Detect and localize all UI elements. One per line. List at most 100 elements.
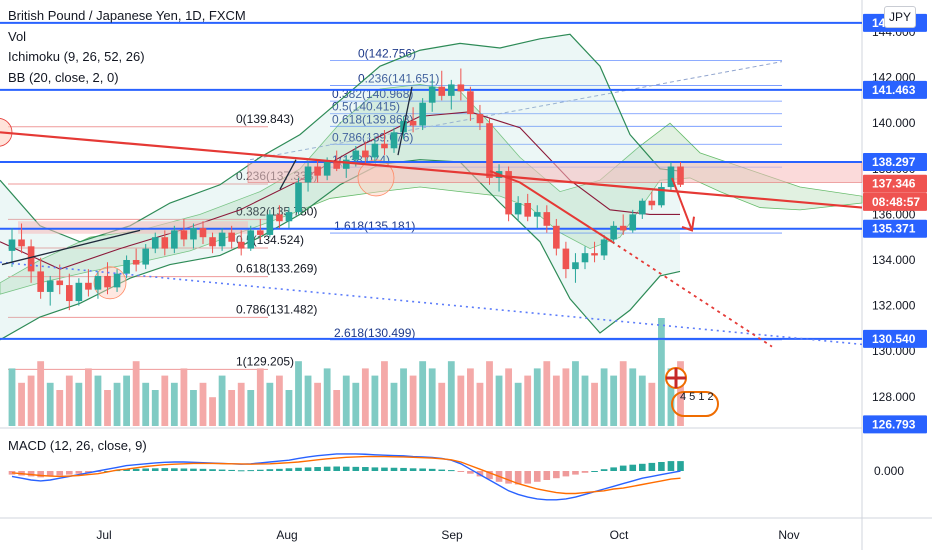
volume-bar (419, 361, 427, 426)
volume-bar (247, 390, 255, 426)
candle-body (352, 150, 360, 160)
macd-histogram-bar (438, 469, 446, 471)
volume-bar (610, 375, 618, 426)
candle-body (486, 123, 493, 178)
candle-body (85, 282, 92, 290)
volume-bar (94, 375, 102, 426)
macd-histogram-bar (352, 466, 360, 471)
trendlines[interactable] (0, 86, 863, 348)
event-count-text: 4 5 1 2 (680, 391, 714, 403)
price-label-box (863, 80, 927, 99)
candle-body (46, 280, 54, 292)
candle-body (276, 214, 283, 222)
volume-indicator-label[interactable]: Vol (8, 28, 27, 44)
arrow-head (681, 216, 695, 232)
macd-histogram-bar (581, 471, 589, 473)
candle-body (75, 282, 83, 302)
candle-body (514, 203, 522, 215)
candle-body (533, 212, 541, 217)
macd-histogram-bar (572, 471, 579, 475)
macd-histogram-bar (151, 468, 159, 471)
candle-body (658, 187, 665, 206)
volume-bar (677, 361, 684, 426)
candle-body (209, 237, 216, 247)
price-label-box (863, 192, 927, 211)
macd-indicator-label[interactable]: MACD (12, 26, close, 9) (8, 438, 147, 453)
volume-bar (151, 390, 159, 426)
candle-body (562, 248, 570, 270)
candle-body (543, 212, 551, 226)
candle-body (228, 232, 235, 242)
volume-bar (161, 375, 169, 426)
fib-ext-label: 0(142.756) (358, 46, 416, 60)
macd-histogram-bar (314, 467, 321, 471)
currency-button[interactable]: JPY (884, 6, 916, 28)
red-arrow-line (489, 170, 613, 243)
macd-histogram-bar (362, 467, 369, 471)
price-label-text: 126.793 (872, 417, 916, 431)
macd-histogram-bar (218, 469, 226, 471)
macd-histogram-bar (142, 468, 149, 471)
volume-bar (85, 368, 92, 426)
resistance-zone-main (247, 161, 863, 183)
volume-bar (381, 361, 388, 426)
red-arrow-line (671, 177, 693, 231)
volume-bar (56, 390, 64, 426)
time-tick-label: Sep (441, 528, 463, 542)
macd-histogram-bar (381, 467, 388, 471)
symbol-title[interactable]: British Pound / Japanese Yen, 1D, FXCM (8, 8, 246, 23)
fib-ext-label: 0.5(140.415) (332, 100, 400, 114)
volume-bar (237, 382, 245, 426)
volume-bar (199, 382, 207, 426)
macd-histogram-bar (247, 470, 255, 472)
volume-bar (562, 368, 570, 426)
price-label-text: 141.463 (872, 83, 916, 97)
volume-bar (228, 390, 236, 426)
fib-extension-trend (249, 61, 783, 161)
candle-body (591, 253, 598, 256)
macd-histogram-bar (505, 471, 512, 484)
volume-bar (629, 368, 637, 426)
macd-histogram-bar (285, 468, 293, 471)
macd-histogram-bar (371, 467, 379, 471)
price-tick-label: 128.000 (872, 390, 916, 404)
macd-histogram-bar (46, 471, 54, 477)
volume-bar (457, 375, 465, 426)
macd-histogram-bar (667, 461, 675, 471)
candle-body (428, 86, 436, 103)
main-trendline (0, 131, 863, 209)
macd-histogram-bar (600, 469, 608, 471)
fib-ext-label: 0.618(139.863) (332, 112, 413, 126)
price-tick-label: 134.000 (872, 253, 916, 267)
volume-bar (18, 382, 25, 426)
bb-fill (0, 34, 680, 340)
candle-body (247, 230, 255, 249)
candle-body (104, 275, 111, 288)
time-axis[interactable]: Jul Aug Sep Oct Nov (96, 528, 799, 542)
macd-histogram-bar (66, 471, 73, 475)
volume-bar (361, 368, 369, 426)
candle-body (381, 143, 388, 149)
macd-histogram-bar (533, 471, 541, 482)
candle-body (123, 260, 130, 274)
bb-basis (0, 111, 680, 270)
macd-histogram-bar (85, 471, 92, 473)
candle-body (295, 182, 302, 213)
volume-bar (295, 361, 302, 426)
news-badge: 4 5 1 2 (665, 367, 719, 417)
price-label-box (863, 153, 927, 172)
bb-indicator-label[interactable]: BB (20, close, 2, 0) (8, 69, 119, 85)
volume-bar (619, 361, 627, 426)
macd-histogram-bar (610, 467, 617, 471)
candle-body (467, 91, 474, 115)
candle-body (553, 225, 560, 249)
macd-histogram-bar (562, 471, 570, 477)
candle-body (237, 241, 245, 249)
candle-body (476, 114, 484, 124)
volume-bar (400, 368, 407, 426)
time-tick-label: Jul (96, 528, 111, 542)
ichimoku-indicator-label[interactable]: Ichimoku (9, 26, 52, 26) (8, 49, 145, 64)
candles (8, 68, 684, 311)
candle-body (333, 161, 340, 169)
